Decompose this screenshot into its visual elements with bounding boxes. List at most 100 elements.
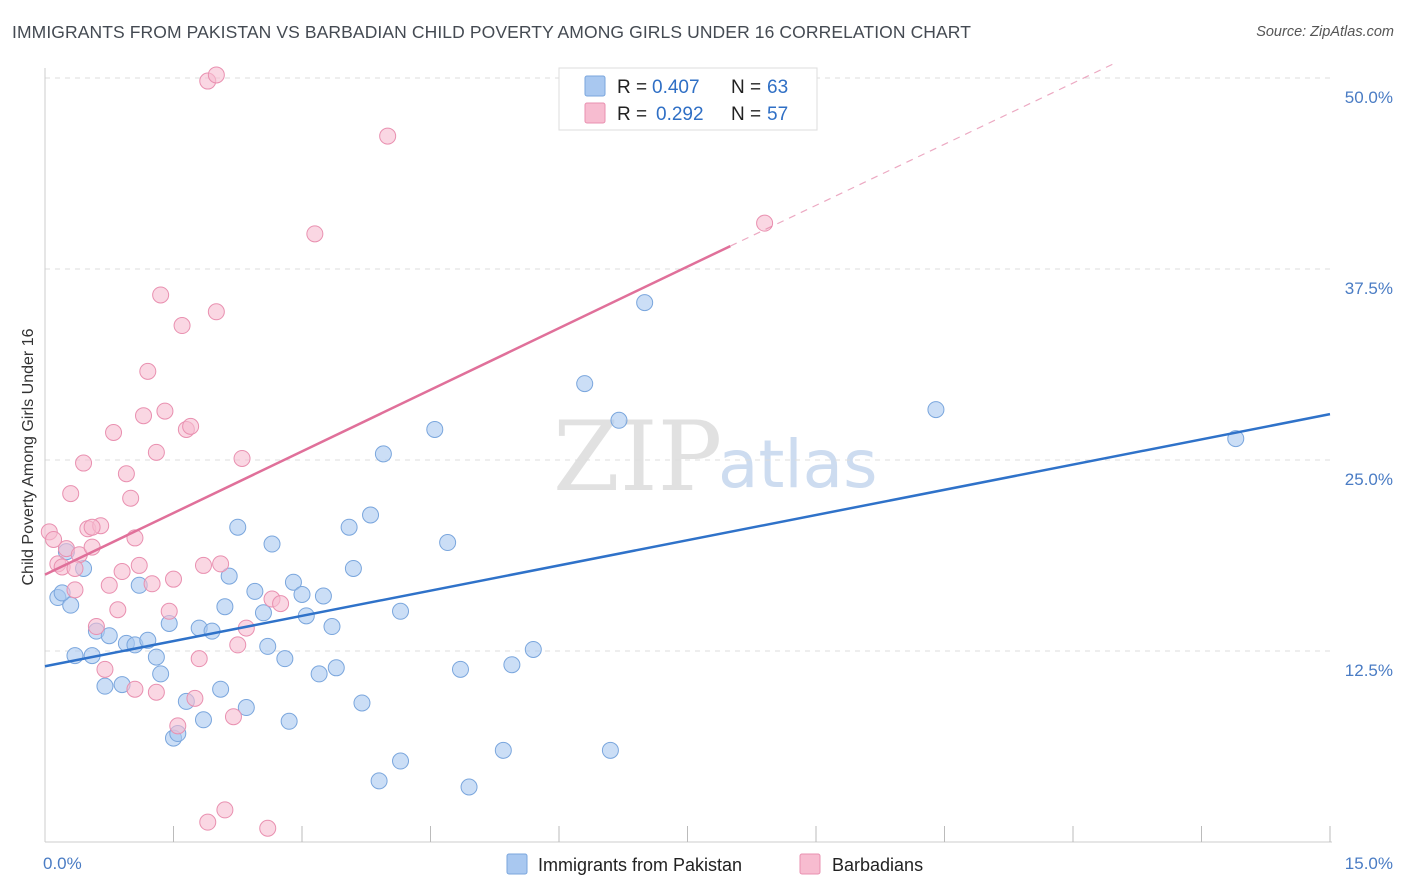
- barbadian-point-45: [259, 819, 277, 837]
- barbadian-point-30: [169, 717, 187, 735]
- pakistan-point-27: [237, 699, 255, 717]
- pakistan-point-54: [503, 656, 521, 674]
- barbadian-point-39: [212, 555, 230, 573]
- barbadian-point-49: [207, 66, 225, 84]
- legend-swatch-blue: [584, 75, 606, 97]
- pakistan-point-40: [327, 659, 345, 677]
- barbadian-point-28: [160, 602, 178, 620]
- pakistan-point-8: [96, 677, 114, 695]
- chart-source: Source: ZipAtlas.com: [1256, 24, 1394, 40]
- legend-n-label-1: N =: [731, 77, 766, 98]
- pakistan-point-42: [344, 559, 362, 577]
- pakistan-point-21: [194, 711, 212, 729]
- barbadian-point-6: [66, 581, 84, 599]
- bottom-legend-swatch-blue: [506, 853, 528, 875]
- trend-lines: [44, 62, 1331, 668]
- barbadian-point-8: [75, 454, 93, 472]
- pakistan-point-59: [636, 294, 654, 312]
- barbadian-point-22: [135, 407, 153, 425]
- y-tick-label-3: 50.0%: [1345, 88, 1393, 107]
- pakistan-point-32: [276, 650, 294, 668]
- pakistan-point-30: [259, 637, 277, 655]
- pakistan-point-41: [340, 518, 358, 536]
- barbadian-point-19: [122, 489, 140, 507]
- barbadian-point-38: [207, 303, 225, 321]
- pakistan-point-26: [229, 518, 247, 536]
- barbadian-point-52: [756, 214, 774, 232]
- legend-r-value-2: 0.292: [656, 104, 704, 125]
- legend-r-label-1: R =: [617, 77, 652, 98]
- pakistan-point-48: [392, 602, 410, 620]
- barbadian-point-18: [117, 465, 135, 483]
- barbadian-point-26: [152, 286, 170, 304]
- pakistan-point-7: [100, 627, 118, 645]
- pakistan-point-46: [374, 445, 392, 463]
- pakistan-point-55: [524, 640, 542, 658]
- barbadian-point-11: [87, 618, 105, 636]
- pakistan-point-53: [494, 741, 512, 759]
- barbadian-point-51: [379, 127, 397, 145]
- barbadian-point-16: [109, 601, 127, 619]
- legend: R = 0.407 N = 63 R = 0.292 N = 57: [558, 67, 818, 131]
- pakistan-point-15: [152, 665, 170, 683]
- barbadian-point-43: [233, 449, 251, 467]
- y-axis-label: Child Poverty Among Girls Under 16: [20, 328, 37, 585]
- y-tick-label-2: 37.5%: [1345, 279, 1393, 298]
- barbadian-point-41: [224, 708, 242, 726]
- barbadian-point-54: [147, 683, 165, 701]
- y-tick-label-1: 25.0%: [1345, 470, 1393, 489]
- barbadian-point-53: [83, 518, 101, 536]
- barbadian-point-50: [306, 225, 324, 243]
- grid: [45, 77, 1330, 652]
- pakistan-point-49: [426, 420, 444, 438]
- barbadian-point-34: [186, 689, 204, 707]
- pakistan-point-50: [439, 534, 457, 552]
- pakistan-point-56: [576, 375, 594, 393]
- x-tick-min: 0.0%: [43, 854, 82, 873]
- barbadian-point-24: [143, 575, 161, 593]
- watermark-atlas: atlas: [718, 426, 878, 503]
- legend-n-value-2: 57: [767, 104, 788, 125]
- pakistan-point-28: [246, 582, 264, 600]
- pakistan-point-39: [323, 618, 341, 636]
- pakistan-point-23: [212, 680, 230, 698]
- barbadian-point-15: [105, 423, 123, 441]
- barbadian-point-31: [173, 317, 191, 335]
- pakistan-point-34: [284, 573, 302, 591]
- barbadian-point-13: [96, 660, 114, 678]
- series-barbadians: [40, 66, 774, 837]
- y-tick-label-0: 12.5%: [1345, 661, 1393, 680]
- chart-title: IMMIGRANTS FROM PAKISTAN VS BARBADIAN CH…: [12, 22, 972, 42]
- barbadian-point-42: [229, 636, 247, 654]
- barbadian-point-21: [130, 556, 148, 574]
- legend-n-value-1: 63: [767, 77, 788, 98]
- pakistan-point-60: [927, 401, 945, 419]
- barbadian-point-36: [194, 556, 212, 574]
- pakistan-point-35: [293, 585, 311, 603]
- pakistan-point-57: [601, 741, 619, 759]
- pakistan-point-38: [314, 587, 332, 605]
- bottom-legend-swatch-pink: [799, 853, 821, 875]
- barbadian-point-56: [126, 680, 144, 698]
- axes: [44, 68, 1332, 843]
- legend-r-label-2: R =: [617, 104, 652, 125]
- pakistan-point-51: [451, 660, 469, 678]
- x-tick-max: 15.0%: [1345, 854, 1393, 873]
- barbadian-point-17: [113, 563, 131, 581]
- trend-line-barbadians: [44, 244, 731, 576]
- barbadian-point-5: [62, 485, 80, 503]
- barbadian-point-14: [100, 576, 118, 594]
- pakistan-point-43: [353, 694, 371, 712]
- pakistan-point-47: [392, 752, 410, 770]
- bottom-legend-label-pink: Barbadians: [832, 855, 923, 875]
- x-minor-ticks: [173, 826, 1331, 842]
- pakistan-point-25: [220, 567, 238, 585]
- pakistan-point-33: [280, 712, 298, 730]
- pakistan-point-14: [147, 648, 165, 666]
- pakistan-point-44: [362, 506, 380, 524]
- pakistan-point-24: [216, 598, 234, 616]
- barbadian-point-25: [147, 443, 165, 461]
- barbadian-point-23: [139, 362, 157, 380]
- watermark-zip: ZIP: [553, 401, 722, 513]
